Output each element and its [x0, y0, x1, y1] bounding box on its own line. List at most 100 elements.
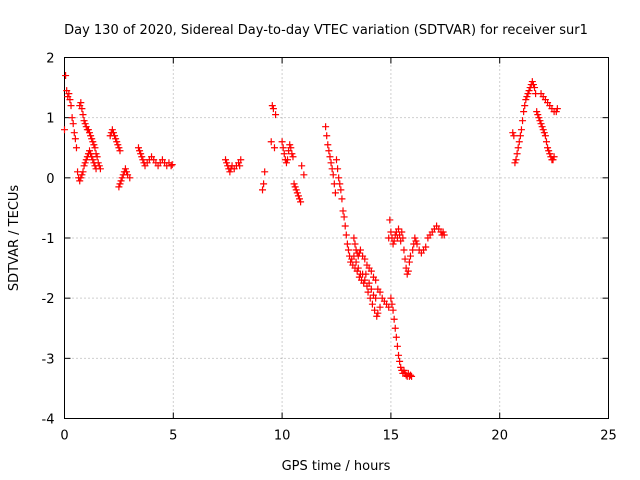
data-point	[86, 147, 94, 155]
data-point	[392, 333, 400, 341]
data-point	[528, 78, 536, 86]
y-tick-label: -4	[42, 413, 55, 428]
data-point	[289, 153, 297, 161]
data-point	[512, 156, 520, 164]
data-point	[336, 180, 344, 188]
data-point	[167, 162, 175, 170]
data-point	[400, 246, 408, 254]
y-tick-label: -1	[42, 232, 55, 247]
data-point	[65, 90, 73, 98]
data-point	[115, 144, 123, 152]
data-point	[376, 288, 384, 296]
data-point	[329, 171, 337, 179]
data-point	[68, 114, 76, 122]
data-point	[516, 132, 524, 140]
data-point	[61, 126, 68, 134]
data-point	[514, 144, 522, 152]
data-point	[96, 165, 104, 173]
data-point	[298, 162, 306, 170]
data-point	[333, 156, 340, 164]
data-point	[535, 114, 543, 122]
data-point	[137, 150, 145, 158]
data-point	[66, 96, 74, 104]
data-point	[116, 180, 124, 188]
plot-frame	[64, 57, 609, 419]
data-point	[364, 288, 372, 296]
data-point	[326, 153, 334, 161]
data-point	[406, 252, 414, 260]
data-point	[261, 168, 269, 176]
data-point	[395, 225, 403, 233]
data-point	[524, 90, 532, 98]
data-point	[72, 144, 80, 152]
data-point	[88, 135, 96, 143]
data-point	[356, 246, 364, 254]
data-point	[325, 147, 333, 155]
data-point	[139, 156, 147, 164]
data-point	[540, 129, 548, 137]
data-point	[411, 234, 419, 242]
data-point	[324, 141, 332, 149]
x-tick-label: 0	[60, 429, 68, 444]
data-point	[529, 81, 537, 89]
data-point	[361, 255, 369, 263]
data-point	[403, 270, 411, 278]
data-point	[537, 120, 545, 128]
data-point	[355, 249, 363, 257]
data-point	[408, 372, 416, 380]
data-point	[401, 255, 409, 263]
data-point	[440, 231, 448, 239]
data-point	[267, 138, 275, 146]
data-point	[109, 129, 117, 137]
data-point	[405, 258, 413, 266]
x-tick-label: 15	[383, 429, 400, 444]
data-point	[138, 153, 146, 161]
data-point	[118, 174, 126, 182]
data-point	[222, 156, 230, 164]
data-point	[510, 132, 518, 140]
data-point	[76, 177, 84, 185]
y-tick-label: 2	[46, 52, 54, 67]
data-point	[87, 132, 95, 140]
data-point	[365, 279, 373, 287]
data-point	[270, 144, 278, 152]
data-point	[542, 138, 550, 146]
data-point	[296, 195, 304, 203]
data-point	[269, 105, 277, 113]
data-point	[288, 150, 296, 158]
data-point	[136, 147, 144, 155]
data-point	[80, 117, 88, 125]
data-point	[116, 147, 124, 155]
data-point	[286, 141, 294, 149]
data-point	[439, 228, 447, 236]
data-point	[77, 174, 85, 182]
data-point	[368, 300, 376, 308]
data-point	[395, 351, 403, 359]
x-tick-label: 20	[491, 429, 508, 444]
data-point	[522, 96, 530, 104]
data-point	[521, 102, 529, 110]
data-point	[376, 303, 384, 311]
data-point	[84, 126, 92, 134]
data-point	[386, 216, 394, 224]
data-point	[344, 246, 352, 254]
x-tick-label: 5	[169, 429, 177, 444]
data-point	[385, 303, 393, 311]
data-point	[533, 108, 541, 116]
data-point	[272, 111, 280, 119]
data-point	[390, 237, 398, 245]
data-point	[69, 120, 77, 128]
data-point	[237, 156, 245, 164]
data-point	[95, 162, 103, 170]
data-point	[538, 123, 546, 131]
data-point	[509, 129, 517, 137]
data-point	[412, 237, 420, 245]
data-point	[168, 161, 176, 169]
data-point	[291, 183, 299, 191]
data-point	[515, 138, 523, 146]
data-point	[545, 147, 553, 155]
data-point	[534, 111, 542, 119]
data-point	[539, 126, 547, 134]
data-point	[290, 180, 298, 188]
x-tick-labels: 0 5 10 15 20 25	[60, 429, 616, 444]
